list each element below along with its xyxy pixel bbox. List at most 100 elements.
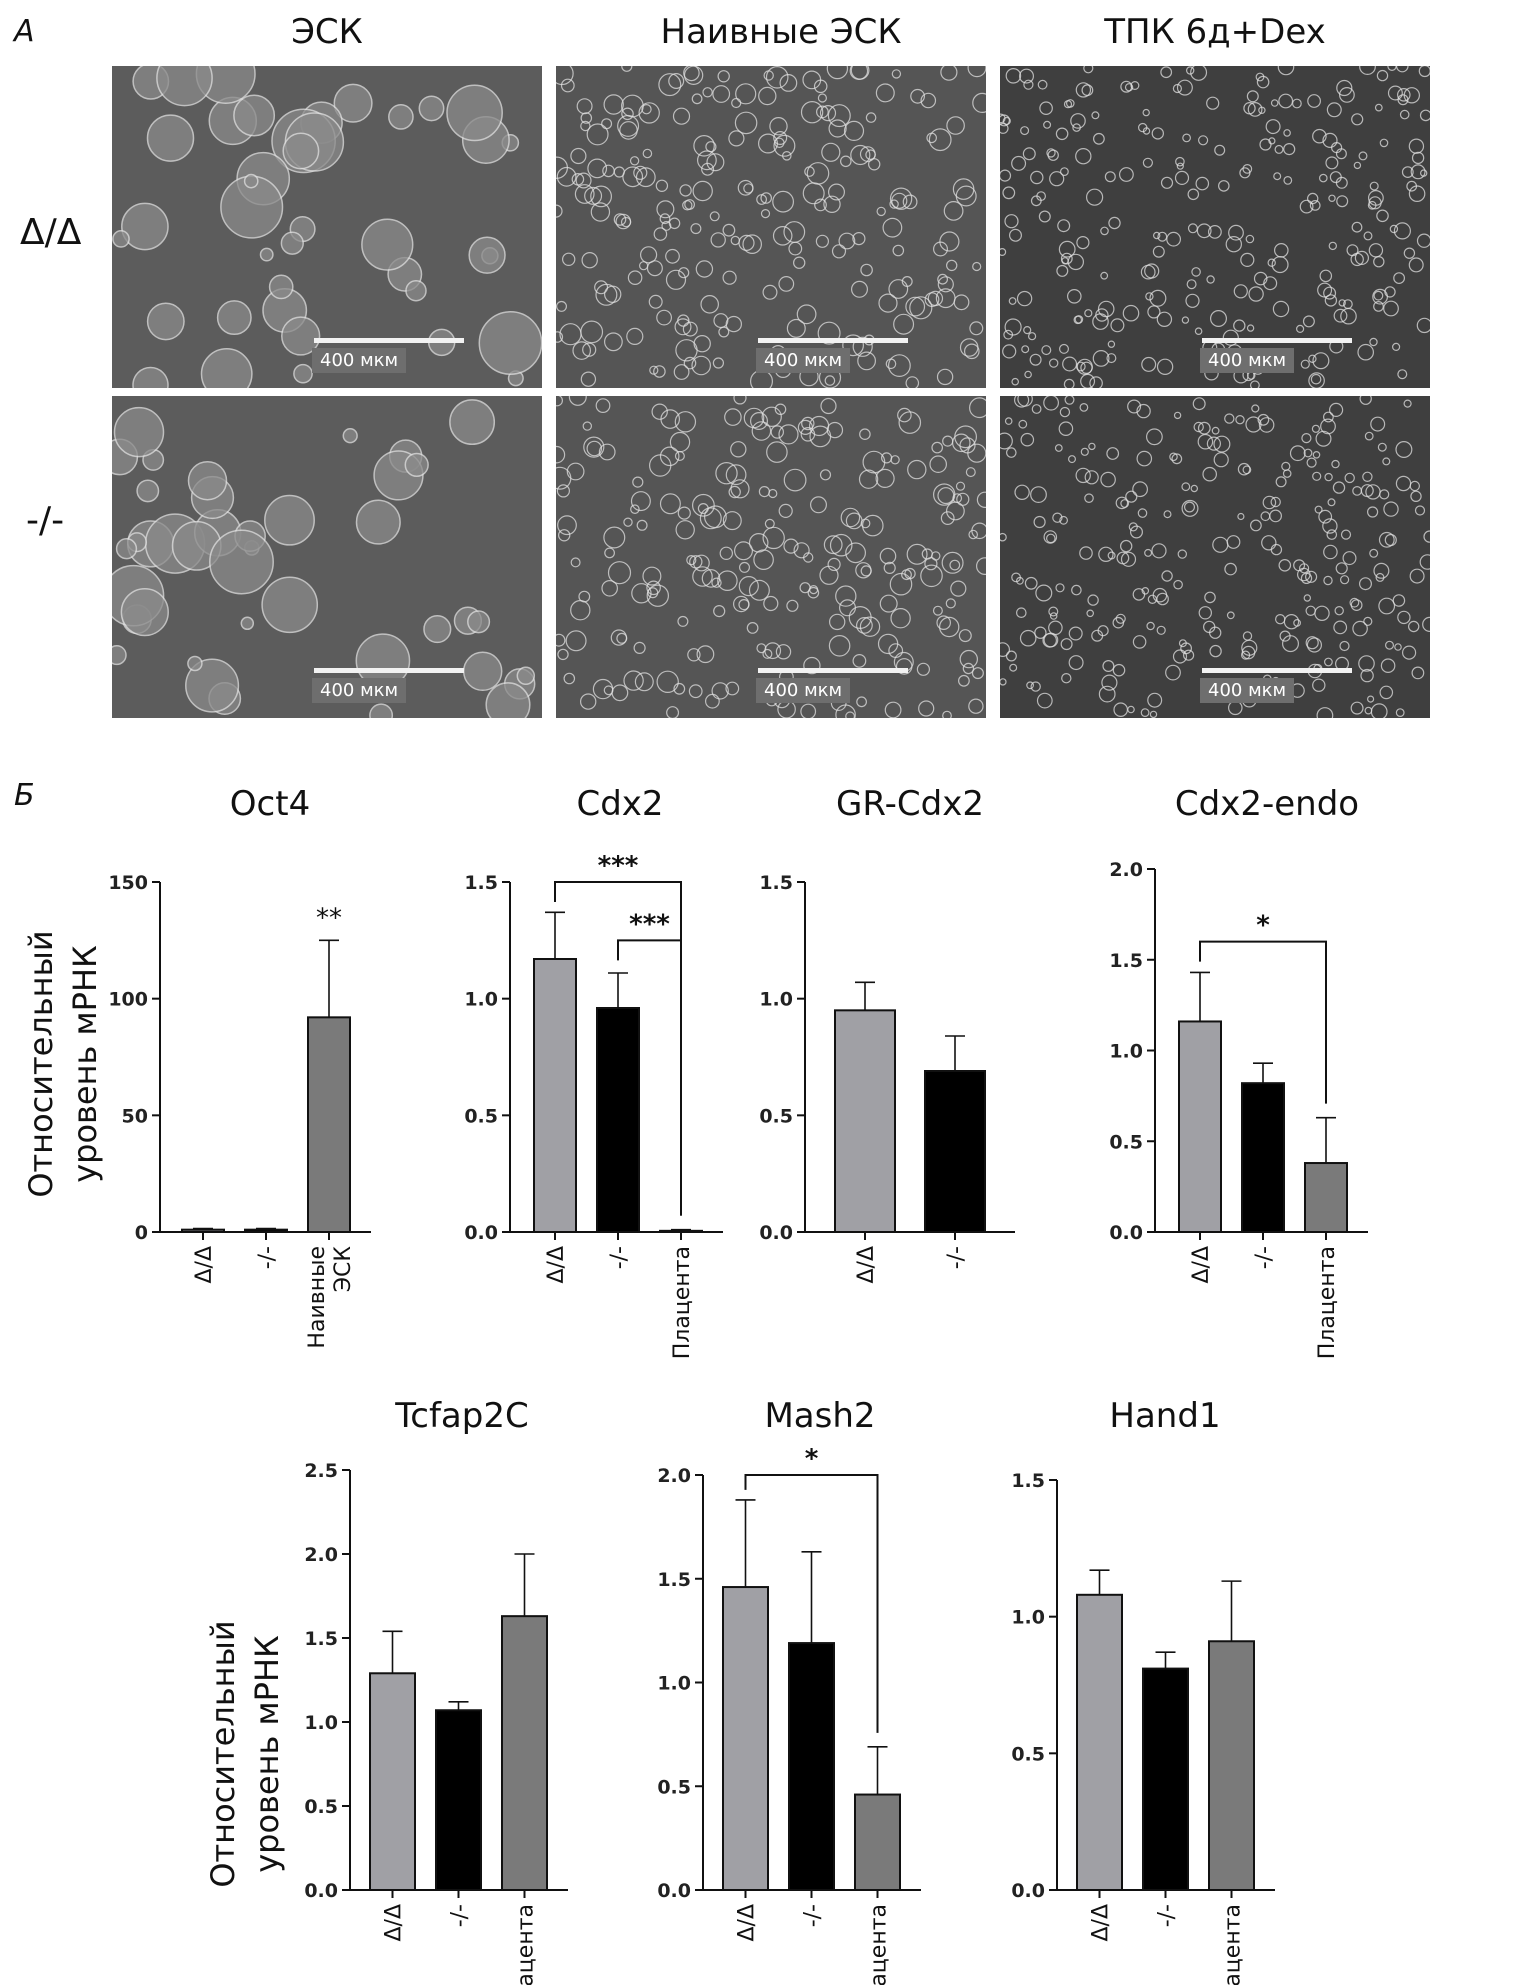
x-tick-label: -/- bbox=[1252, 1246, 1277, 1269]
x-tick-label-line: Δ/Δ bbox=[1089, 1904, 1114, 1942]
chart-cdx2: Cdx2 0.0 0.5 1.0 1.5 Δ/Δ -/- Плацента *** *** bbox=[464, 784, 723, 1359]
chart-title: Tcfap2C bbox=[394, 1396, 528, 1436]
y-tick-label: 100 bbox=[108, 989, 148, 1011]
y-tick-label: 50 bbox=[122, 1105, 148, 1127]
y-tick-label: 0.5 bbox=[1011, 1743, 1045, 1765]
significance-stars: ** bbox=[316, 903, 342, 933]
bar bbox=[854, 1793, 901, 1892]
x-tick-label-line: -/- bbox=[607, 1246, 632, 1269]
x-tick-label: -/- bbox=[255, 1246, 280, 1269]
y-tick-label: 1.5 bbox=[304, 1628, 338, 1650]
bar bbox=[596, 1007, 640, 1233]
y-tick-label: 1.5 bbox=[657, 1569, 691, 1591]
x-tick-label: Δ/Δ bbox=[1089, 1904, 1114, 1942]
chart-mash2: Mash2 0.0 0.5 1.0 1.5 2.0 Δ/Δ -/- Плацента * bbox=[657, 1396, 921, 1985]
x-tick-label: Плацента bbox=[670, 1246, 695, 1359]
x-tick-label: Δ/Δ bbox=[192, 1246, 217, 1284]
y-tick-label: 0 bbox=[135, 1222, 148, 1244]
bar bbox=[1142, 1667, 1189, 1891]
chart-title: GR-Cdx2 bbox=[836, 784, 984, 824]
micrograph-naive-esc-delta: 400 мкм bbox=[556, 66, 986, 388]
y-tick-label: 1.0 bbox=[304, 1712, 338, 1734]
bar bbox=[307, 1016, 351, 1233]
scale-bar bbox=[314, 338, 464, 343]
x-tick-label-line: Δ/Δ bbox=[382, 1904, 407, 1942]
bar bbox=[1076, 1593, 1123, 1892]
y-tick-label: 1.0 bbox=[1109, 1041, 1143, 1063]
scale-bar bbox=[314, 668, 464, 673]
x-tick-label-line: Δ/Δ bbox=[192, 1246, 217, 1284]
chart-title: Mash2 bbox=[764, 1396, 875, 1436]
x-tick-label-line: -/- bbox=[801, 1904, 826, 1927]
scale-bar bbox=[1202, 668, 1352, 673]
x-tick-label-line: Плацента bbox=[1221, 1904, 1246, 1985]
scale-bar bbox=[1202, 338, 1352, 343]
chart-title: Cdx2-endo bbox=[1175, 784, 1359, 824]
y-tick-label: 1.5 bbox=[1109, 950, 1143, 972]
chart-title: Hand1 bbox=[1109, 1396, 1220, 1436]
significance-bracket bbox=[744, 1474, 879, 1733]
scale-bar bbox=[758, 668, 908, 673]
y-tick-label: 0.5 bbox=[759, 1105, 793, 1127]
scale-bar-label: 400 мкм bbox=[756, 678, 851, 703]
bar bbox=[181, 1228, 225, 1233]
y-tick-label: 1.0 bbox=[1011, 1607, 1045, 1629]
x-tick-label: Δ/Δ bbox=[1189, 1246, 1214, 1284]
column-title-naive-esc: Наивные ЭСК bbox=[660, 12, 902, 52]
chart-title: Oct4 bbox=[230, 784, 310, 824]
row-label-knockout: -/- bbox=[26, 500, 65, 541]
chart-oct4: Oct4 0 50 100 150 Δ/Δ -/- НаивныеЭСК ** bbox=[108, 784, 371, 1349]
micrograph-tsc-knockout: 400 мкм bbox=[1000, 396, 1430, 718]
column-title-esc: ЭСК bbox=[291, 12, 363, 52]
significance-bracket bbox=[1199, 940, 1327, 1104]
x-tick-label: Δ/Δ bbox=[382, 1904, 407, 1942]
micrograph-esc-knockout: 400 мкм bbox=[112, 396, 542, 718]
x-tick-label-line: Δ/Δ bbox=[544, 1246, 569, 1284]
scale-bar-label: 400 мкм bbox=[312, 678, 407, 703]
y-tick-label: 1.0 bbox=[759, 989, 793, 1011]
x-tick-label: Плацента bbox=[514, 1904, 539, 1985]
y-tick-label: 0.0 bbox=[464, 1222, 498, 1244]
y-tick-label: 2.0 bbox=[657, 1465, 691, 1487]
y-tick-label: 0.0 bbox=[1011, 1880, 1045, 1902]
x-tick-label-line: Δ/Δ bbox=[735, 1904, 760, 1942]
micrograph-naive-esc-knockout: 400 мкм bbox=[556, 396, 986, 718]
bar bbox=[1241, 1082, 1285, 1234]
y-tick-label: 0.0 bbox=[759, 1222, 793, 1244]
significance-stars: *** bbox=[598, 851, 639, 881]
y-tick-label: 1.5 bbox=[464, 872, 498, 894]
micrograph-esc-delta: 400 мкм bbox=[112, 66, 542, 388]
x-tick-label: Плацента bbox=[1221, 1904, 1246, 1985]
x-tick-label-line: Плацента bbox=[867, 1904, 892, 1985]
bar bbox=[659, 1229, 703, 1234]
bar bbox=[788, 1642, 835, 1891]
panel-b-letter: Б bbox=[14, 778, 35, 813]
chart-cdx2-endo: Cdx2-endo 0.0 0.5 1.0 1.5 2.0 Δ/Δ -/- Плацента * bbox=[1109, 784, 1368, 1359]
panel-a-letter: А bbox=[14, 14, 35, 49]
x-tick-label-line: Δ/Δ bbox=[854, 1246, 879, 1284]
x-tick-label-line: -/- bbox=[255, 1246, 280, 1269]
bar bbox=[1178, 1020, 1222, 1234]
micrograph-tsc-delta: 400 мкм bbox=[1000, 66, 1430, 388]
bar bbox=[1304, 1162, 1348, 1234]
y-tick-label: 0.0 bbox=[657, 1880, 691, 1902]
bar bbox=[722, 1586, 769, 1892]
scale-bar-label: 400 мкм bbox=[1200, 678, 1295, 703]
chart-title: Cdx2 bbox=[576, 784, 663, 824]
x-tick-label-line: Δ/Δ bbox=[1189, 1246, 1214, 1284]
y-tick-label: 0.5 bbox=[1109, 1131, 1143, 1153]
scale-bar-label: 400 мкм bbox=[1200, 348, 1295, 373]
bar bbox=[369, 1672, 416, 1892]
bar bbox=[244, 1228, 288, 1233]
x-tick-label-line: Плацента bbox=[670, 1246, 695, 1359]
scale-bar-label: 400 мкм bbox=[312, 348, 407, 373]
row-label-delta: Δ/Δ bbox=[20, 212, 82, 253]
x-tick-label-line: -/- bbox=[448, 1904, 473, 1927]
y-tick-label: 1.5 bbox=[759, 872, 793, 894]
y-tick-label: 1.0 bbox=[657, 1673, 691, 1695]
bar bbox=[533, 958, 577, 1233]
y-tick-label: 1.0 bbox=[464, 989, 498, 1011]
y-tick-label: 1.5 bbox=[1011, 1470, 1045, 1492]
bar bbox=[1208, 1640, 1255, 1892]
significance-stars: * bbox=[805, 1444, 819, 1474]
